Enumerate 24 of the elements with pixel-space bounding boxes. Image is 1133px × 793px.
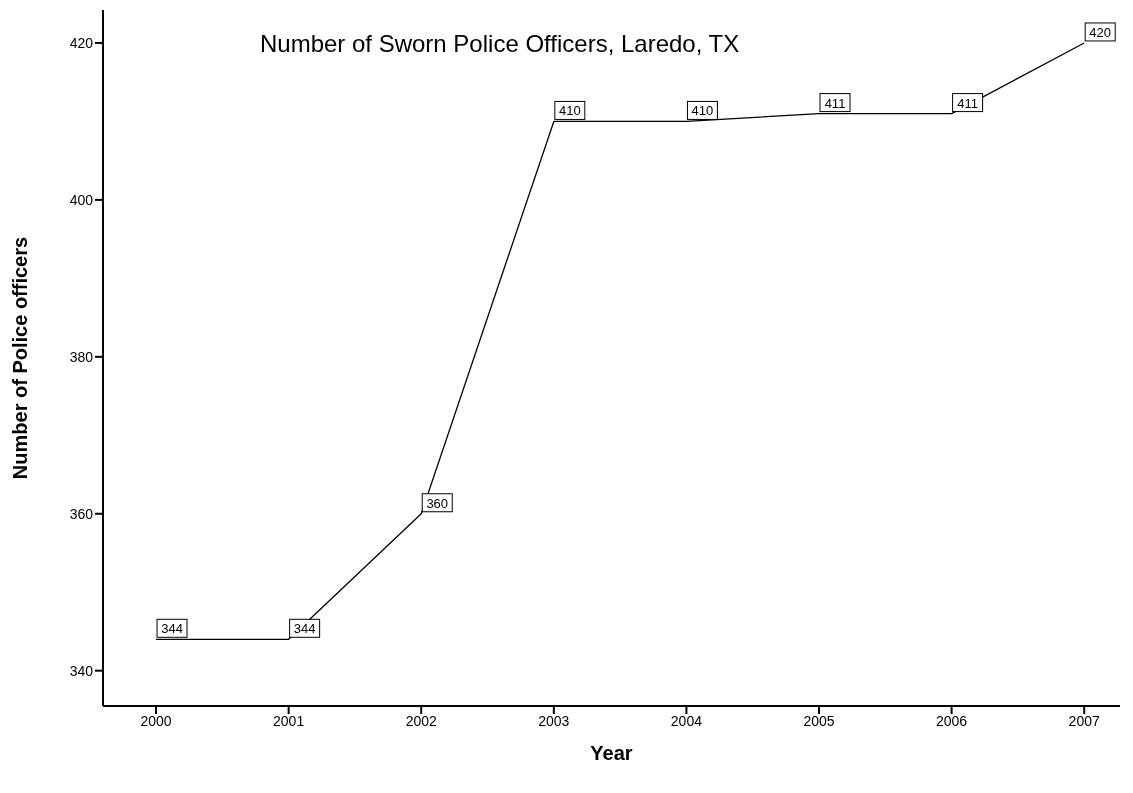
y-tick-label: 420 <box>69 34 94 51</box>
text: Number of Sworn Police Officers, Laredo, TX <box>259 30 740 57</box>
x-tick-label: 2005 <box>803 712 835 729</box>
data-label: 344 <box>161 621 183 637</box>
x-tick-label: 2007 <box>1068 712 1100 729</box>
y-axis-title: Number of Police officers <box>9 236 32 480</box>
data-label: 410 <box>558 103 581 119</box>
data-label: 344 <box>293 621 316 637</box>
x-axis-title: Year <box>590 742 633 764</box>
y-tick-label: 340 <box>69 662 94 679</box>
x-tick-label: 2004 <box>670 712 703 729</box>
data-label: 411 <box>957 95 978 111</box>
x-tick-label: 2002 <box>405 712 438 729</box>
y-tick-label: 360 <box>69 505 94 522</box>
data-label: 411 <box>824 95 846 111</box>
x-tick-label: 2000 <box>140 712 172 729</box>
data-label: 360 <box>426 495 449 511</box>
data-label: 420 <box>1089 24 1112 40</box>
x-tick-label: 2006 <box>936 712 968 729</box>
y-tick-label: 380 <box>69 348 94 365</box>
data-label: 410 <box>691 103 714 119</box>
y-tick-label: 400 <box>69 191 94 208</box>
x-tick-label: 2003 <box>538 712 570 729</box>
x-tick-label: 2001 <box>273 712 305 729</box>
